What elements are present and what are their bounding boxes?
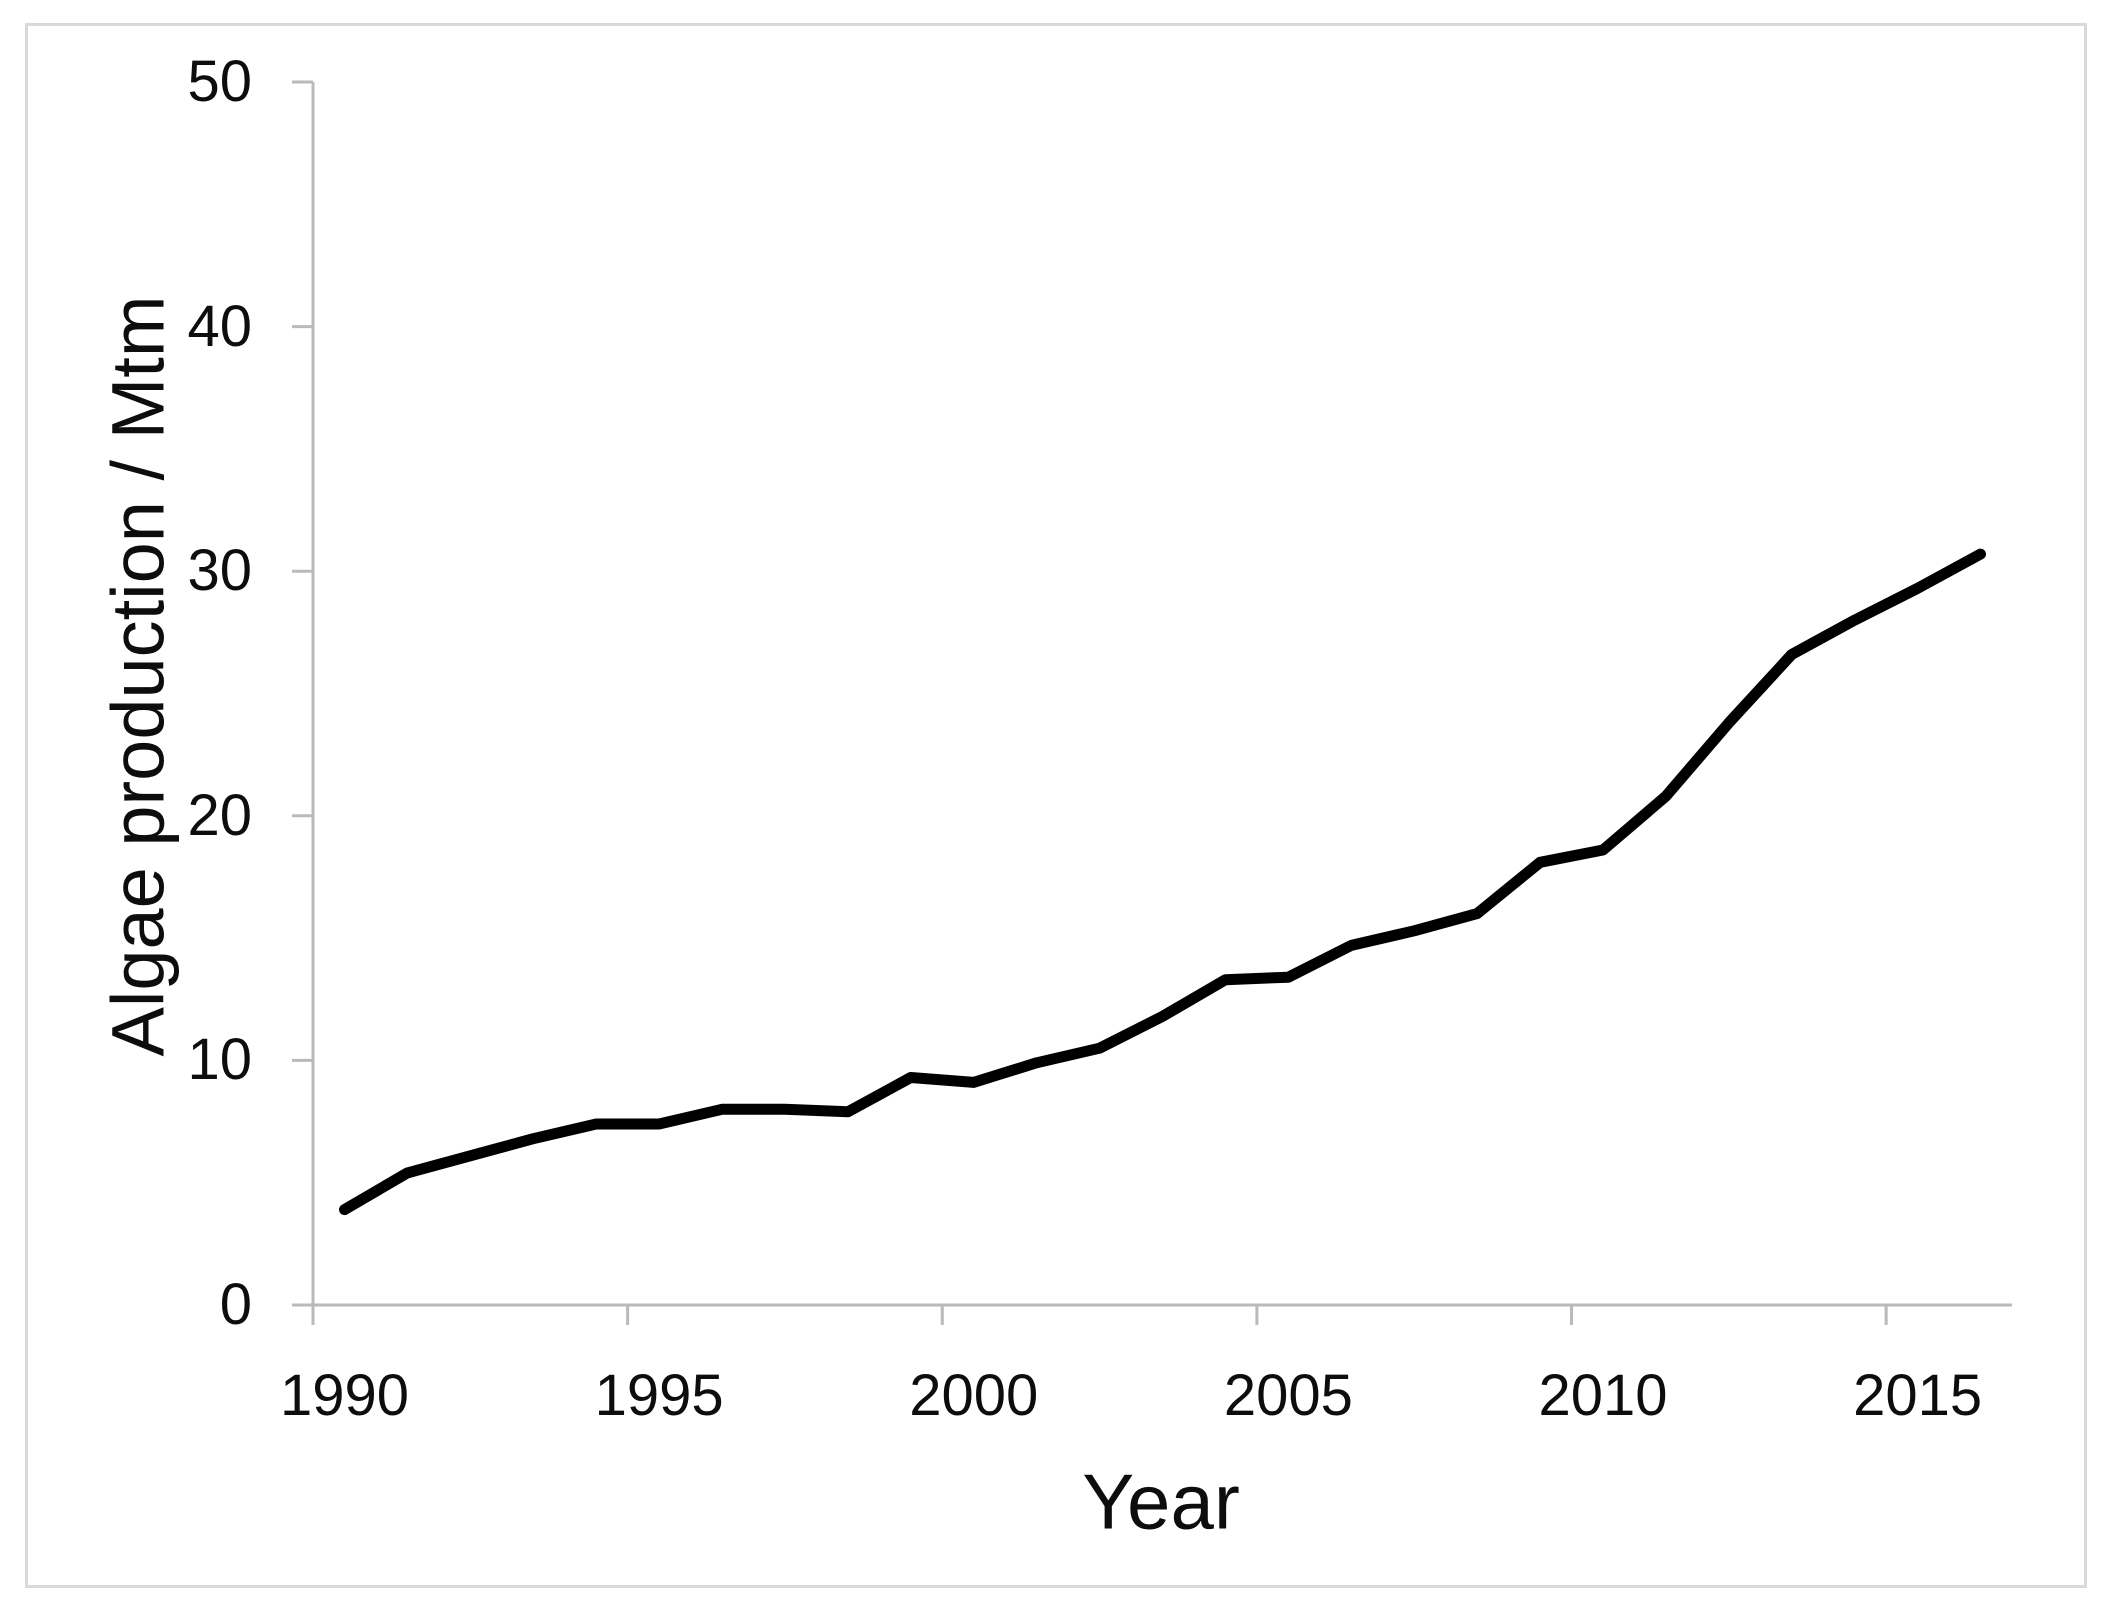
- chart-frame: [25, 23, 2087, 1588]
- data-series-line: [339, 548, 1986, 1216]
- y-tick-label: 50: [187, 49, 252, 114]
- y-axis-title: Algae production / Mtm: [96, 295, 180, 1057]
- y-tick-label: 20: [187, 782, 252, 848]
- x-axis-title: Year: [1082, 1457, 1240, 1546]
- y-tick-label: 40: [187, 293, 252, 359]
- y-tick-label: 0: [219, 1272, 252, 1337]
- y-tick-label: 30: [187, 538, 252, 604]
- x-tick-label: 2015: [1853, 1363, 1983, 1428]
- x-tick-label: 1990: [279, 1363, 409, 1428]
- x-tick-label: 2000: [909, 1363, 1039, 1428]
- x-tick-label: 2010: [1538, 1363, 1668, 1428]
- y-tick-label: 10: [187, 1027, 252, 1093]
- x-tick-label: 2005: [1223, 1363, 1353, 1428]
- x-tick-label: 1995: [594, 1363, 724, 1428]
